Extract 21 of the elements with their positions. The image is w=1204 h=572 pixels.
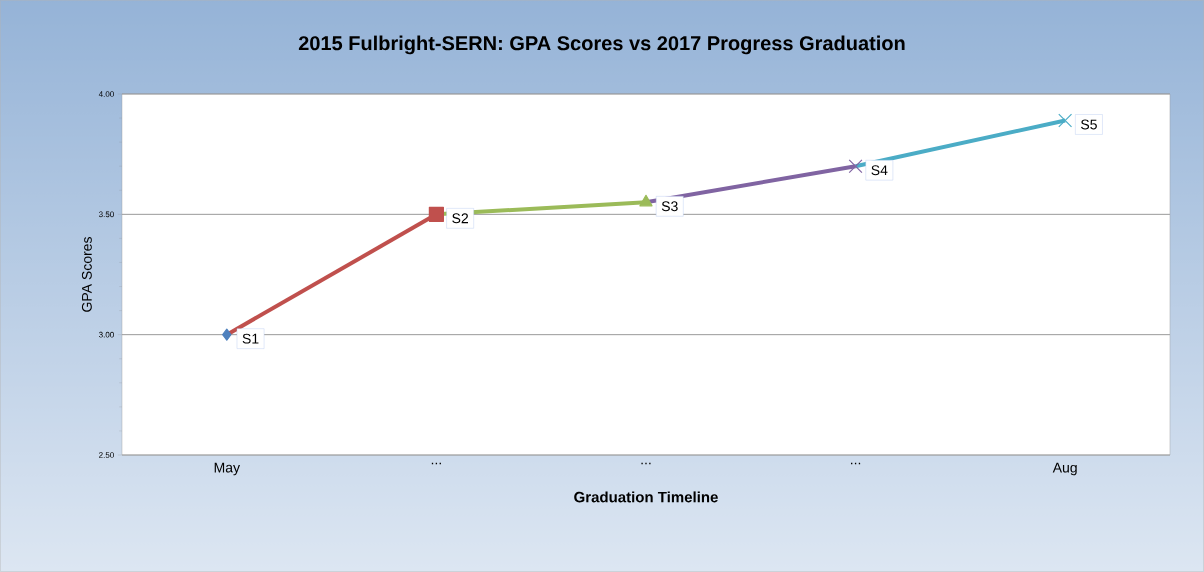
y-tick-label: 3.50 — [98, 211, 114, 218]
x-tick-label: Aug — [1052, 462, 1077, 476]
y-tick-label: 4.00 — [98, 91, 114, 97]
point — [1058, 113, 1073, 128]
data-label: S2 — [452, 213, 468, 224]
point — [848, 159, 863, 174]
y-tick-label: 3.00 — [98, 331, 114, 338]
x-tick-label: ... — [851, 462, 861, 465]
chart-title: 2015 Fulbright-SERN: GPA Scores vs 2017 Progress Graduation — [298, 35, 905, 55]
point — [222, 328, 232, 341]
data-label: S1 — [242, 333, 259, 344]
x-tick-label: May — [214, 462, 240, 476]
x-tick-label: ... — [431, 462, 441, 465]
y-tick-label: 2.50 — [99, 452, 114, 458]
data-label: S3 — [661, 201, 678, 212]
data-label: S5 — [1080, 119, 1097, 130]
x-tick-label: ... — [641, 462, 651, 465]
x-axis-title: Graduation Timeline — [574, 491, 718, 503]
data-label: S4 — [871, 165, 888, 176]
y-axis-title: GPA Scores — [81, 237, 92, 312]
point — [428, 206, 444, 222]
